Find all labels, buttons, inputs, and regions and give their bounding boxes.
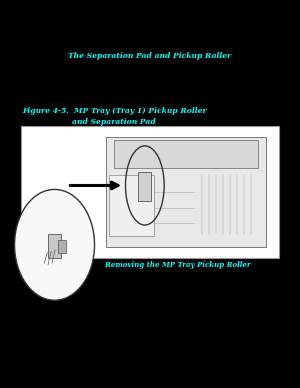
Ellipse shape bbox=[15, 189, 95, 300]
Bar bbox=[109, 175, 154, 236]
Bar bbox=[106, 137, 266, 248]
Text: Figure 4-5      Removing the MP Tray Pickup Roller: Figure 4-5 Removing the MP Tray Pickup R… bbox=[49, 261, 251, 268]
Bar bbox=[58, 239, 66, 253]
Bar bbox=[48, 234, 61, 258]
Text: and Separation Pad: and Separation Pad bbox=[72, 118, 156, 126]
Bar bbox=[114, 140, 258, 168]
Text: The Separation Pad and Pickup Roller: The Separation Pad and Pickup Roller bbox=[68, 52, 232, 60]
Bar bbox=[21, 126, 279, 258]
Bar bbox=[138, 172, 151, 201]
Text: Figure 4-5.  MP Tray (Tray 1) Pickup Roller: Figure 4-5. MP Tray (Tray 1) Pickup Roll… bbox=[22, 107, 206, 114]
